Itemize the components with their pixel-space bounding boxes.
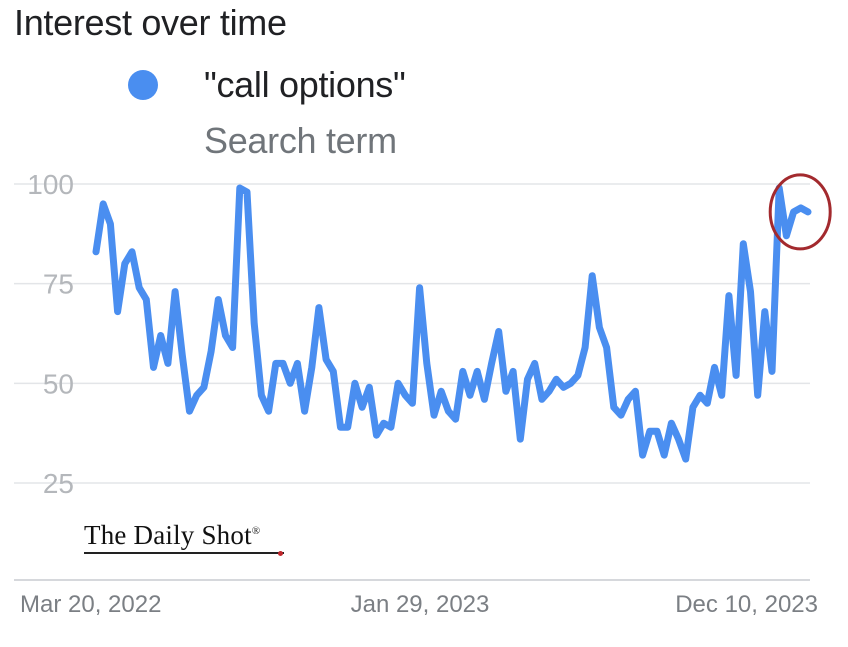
legend-marker-icon [128, 70, 158, 100]
watermark-logo: The Daily Shot® [84, 520, 261, 550]
watermark-underline [84, 552, 284, 554]
x-tick-label: Jan 29, 2023 [351, 591, 490, 618]
y-tick-label: 100 [27, 169, 74, 200]
legend-series-label: "call options" [204, 64, 406, 105]
legend-subtitle: Search term [204, 120, 397, 161]
chart-title: Interest over time [14, 2, 287, 43]
y-tick-label: 50 [43, 368, 74, 399]
x-tick-label: Dec 10, 2023 [675, 591, 818, 618]
watermark-dot [278, 551, 283, 556]
y-tick-label: 25 [43, 468, 74, 499]
highlight-circle [768, 173, 832, 251]
x-tick-label: Mar 20, 2022 [20, 591, 161, 618]
series-line-call-options [92, 184, 812, 463]
y-tick-label: 75 [43, 269, 74, 300]
